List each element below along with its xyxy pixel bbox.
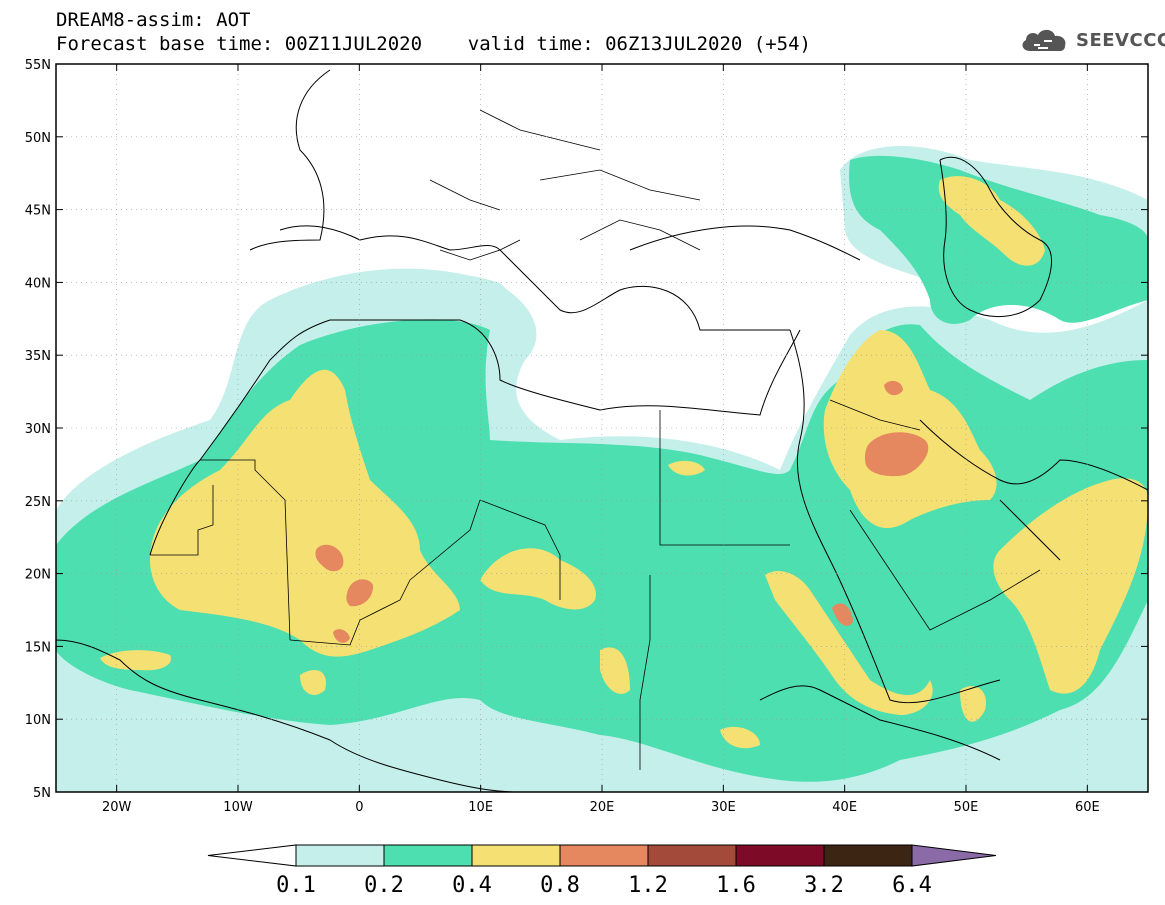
y-tick-label: 25N [25, 495, 51, 510]
gridlines [56, 64, 1148, 792]
y-tick-label: 45N [25, 204, 51, 219]
seevccc-logo: SEEVCCC [1018, 26, 1165, 54]
colorbar-lower-arrow [207, 844, 297, 867]
colorbar-label: 0.8 [540, 873, 580, 898]
x-tick-label: 30E [711, 800, 736, 815]
colorbar-label: 0.1 [276, 873, 316, 898]
x-tick-label: 50E [954, 800, 979, 815]
colorbar-segment [823, 844, 913, 867]
logo-text: SEEVCCC [1076, 29, 1165, 51]
colorbar-upper-arrow [911, 844, 997, 867]
title-line-2: Forecast base time: 00Z11JUL2020 valid t… [56, 33, 811, 55]
colorbar-segment [647, 844, 737, 867]
colorbar: 0.1 0.2 0.4 0.8 1.2 1.6 3.2 6.4 [207, 844, 997, 898]
colorbar-label: 6.4 [892, 873, 932, 898]
x-tick-label: 20W [102, 800, 132, 815]
colorbar-segment [735, 844, 825, 867]
colorbar-label: 0.4 [452, 873, 492, 898]
colorbar-segment [295, 844, 385, 867]
x-tick-label: 10E [468, 800, 493, 815]
x-tick-label: 40E [832, 800, 857, 815]
colorbar-label: 1.6 [716, 873, 756, 898]
colorbar-segment [471, 844, 561, 867]
y-tick-label: 5N [33, 786, 51, 801]
y-tick-label: 55N [25, 58, 51, 73]
x-tick-label: 10W [223, 800, 253, 815]
y-tick-label: 50N [25, 131, 51, 146]
colorbar-segment [383, 844, 473, 867]
x-tick-label: 60E [1075, 800, 1100, 815]
title-line-1: DREAM8-assim: AOT [56, 9, 251, 31]
colorbar-label: 0.2 [364, 873, 404, 898]
y-axis: 55N 50N 45N 40N 35N 30N 25N 20N 15N 10N 5N [25, 58, 1148, 801]
cloud-icon [1022, 29, 1066, 51]
colorbar-segment [559, 844, 649, 867]
country-borders [150, 109, 1041, 770]
y-tick-label: 35N [25, 349, 51, 364]
y-tick-label: 15N [25, 640, 51, 655]
y-tick-label: 20N [25, 568, 51, 583]
x-tick-label: 0 [355, 800, 363, 815]
y-tick-label: 30N [25, 422, 51, 437]
y-tick-label: 10N [25, 713, 51, 728]
aot-level-0-8 [315, 380, 929, 643]
x-tick-label: 20E [590, 800, 615, 815]
colorbar-label: 1.2 [628, 873, 668, 898]
y-tick-label: 40N [25, 276, 51, 291]
colorbar-label: 3.2 [804, 873, 844, 898]
x-axis: 20W 10W 0 10E 20E 30E 40E 50E 60E [102, 64, 1100, 815]
